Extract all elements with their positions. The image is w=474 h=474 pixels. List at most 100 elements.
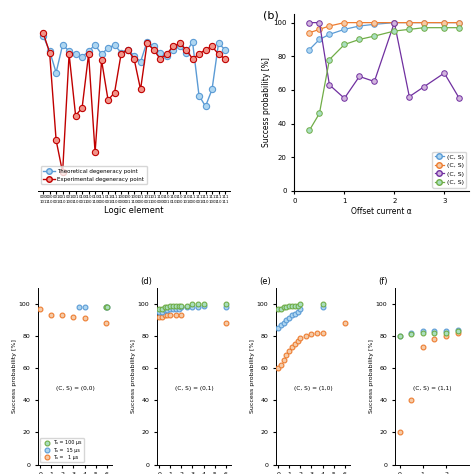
Point [274, 305, 282, 312]
Point [172, 302, 180, 310]
Point [283, 352, 290, 359]
Point [291, 302, 299, 310]
Point [319, 303, 326, 311]
Point [161, 311, 168, 319]
Text: (C, S) = (0,1): (C, S) = (0,1) [175, 386, 213, 392]
Point [189, 303, 196, 311]
Point [36, 305, 44, 312]
Point [70, 313, 77, 320]
Legend: (C, S), (C, S), (C, S), (C, S): (C, S), (C, S), (C, S), (C, S) [432, 152, 466, 188]
Point [164, 307, 171, 314]
Y-axis label: Success probability [%]: Success probability [%] [12, 339, 17, 413]
Point [102, 303, 109, 311]
Text: (b): (b) [263, 11, 279, 21]
Point [103, 303, 110, 311]
Y-axis label: Success probability [%]: Success probability [%] [250, 339, 255, 413]
Point [288, 311, 296, 319]
Point [288, 344, 296, 351]
Text: (C, S) = (0,0): (C, S) = (0,0) [55, 386, 94, 392]
Point [294, 302, 301, 310]
Point [169, 302, 177, 310]
Legend: Theoretical degeneracy point, Experimental degeneracy point: Theoretical degeneracy point, Experiment… [41, 166, 147, 184]
Point [277, 321, 285, 328]
Point [297, 300, 304, 308]
Point [194, 303, 202, 311]
Point [103, 303, 110, 311]
Point [291, 310, 299, 318]
Point [454, 328, 461, 335]
Point [430, 329, 438, 337]
Text: (C, S) = (1,0): (C, S) = (1,0) [294, 386, 332, 392]
Point [175, 305, 182, 312]
Point [288, 302, 296, 310]
Point [222, 303, 229, 311]
Point [164, 303, 171, 311]
Legend: Tₐ = 100 μs, Tₐ =  15 μs, Tₐ =   1 μs: Tₐ = 100 μs, Tₐ = 15 μs, Tₐ = 1 μs [40, 438, 84, 462]
Point [166, 302, 174, 310]
Point [200, 300, 207, 308]
Point [442, 328, 450, 335]
Point [313, 329, 321, 337]
Point [430, 328, 438, 335]
Point [164, 311, 171, 319]
Point [319, 329, 326, 337]
Point [319, 300, 326, 308]
Point [158, 308, 166, 316]
Point [172, 305, 180, 312]
Point [419, 344, 427, 351]
Point [158, 305, 166, 312]
Point [155, 313, 163, 320]
Point [155, 308, 163, 316]
Point [189, 300, 196, 308]
Point [183, 302, 191, 310]
Y-axis label: Success probability [%]: Success probability [%] [369, 339, 374, 413]
Point [200, 302, 207, 310]
Point [277, 361, 285, 369]
X-axis label: Offset current α: Offset current α [352, 207, 412, 216]
Point [169, 305, 177, 312]
Text: (e): (e) [260, 277, 271, 286]
Point [283, 303, 290, 311]
Point [419, 329, 427, 337]
Point [442, 332, 450, 340]
Point [297, 305, 304, 312]
Point [81, 303, 88, 311]
X-axis label: Logic element: Logic element [104, 206, 164, 215]
Point [407, 329, 415, 337]
Point [222, 300, 229, 308]
Point [178, 303, 185, 311]
Point [161, 303, 168, 311]
Point [396, 332, 403, 340]
Text: (C, S) = (1,1): (C, S) = (1,1) [413, 386, 451, 392]
Point [155, 305, 163, 312]
Point [158, 313, 166, 320]
Point [419, 328, 427, 335]
Point [280, 319, 287, 327]
Point [59, 311, 66, 319]
Point [166, 305, 174, 312]
Point [454, 326, 461, 334]
Point [291, 340, 299, 348]
Point [341, 319, 348, 327]
Point [102, 303, 109, 311]
Point [407, 331, 415, 338]
Point [75, 303, 83, 311]
Point [175, 302, 182, 310]
Point [222, 319, 229, 327]
Point [302, 332, 310, 340]
Point [166, 311, 174, 319]
Point [430, 336, 438, 343]
Point [294, 337, 301, 345]
Point [280, 303, 287, 311]
Point [442, 329, 450, 337]
Point [294, 308, 301, 316]
Point [285, 315, 293, 322]
Point [283, 316, 290, 324]
Point [102, 319, 109, 327]
Point [280, 356, 287, 364]
Point [81, 315, 88, 322]
Point [297, 334, 304, 341]
Text: (d): (d) [141, 277, 153, 286]
Y-axis label: Success probability [%]: Success probability [%] [131, 339, 136, 413]
Text: (f): (f) [379, 277, 388, 286]
